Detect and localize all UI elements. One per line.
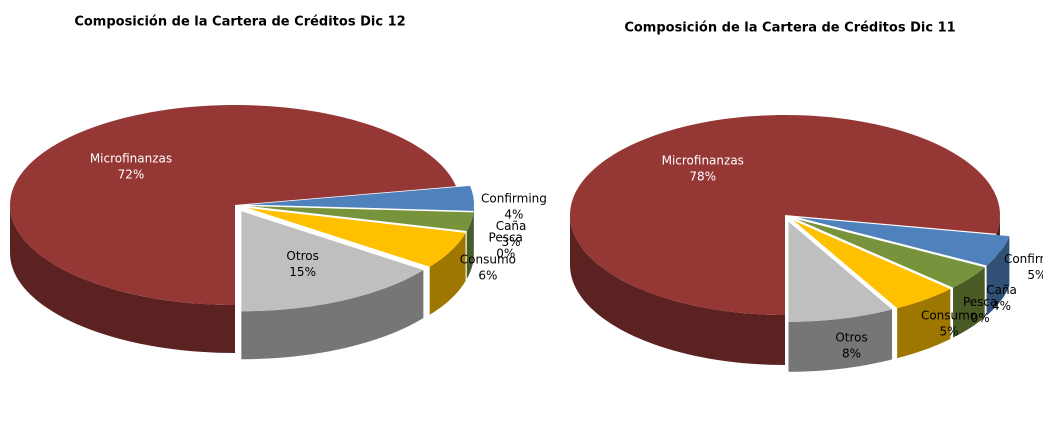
slice-label: Pesca [963,295,997,309]
slice [10,105,457,305]
slice-label: Microfinanzas [90,151,172,165]
value-label: 4% [504,208,523,222]
slice-side [788,309,893,372]
value-label: 78% [689,169,716,183]
slice-label: Consumo [921,308,977,322]
slice-label: Confirming [481,192,547,206]
value-label: 3% [502,235,521,249]
value-label: 0% [971,311,990,325]
slice-side [953,267,985,338]
slice [788,221,893,322]
slice-label: Caña [986,283,1017,297]
slice-side [986,236,1010,316]
slice [248,206,467,232]
value-label: 4% [992,299,1011,313]
slice-side [897,288,951,359]
slice-side [241,270,424,360]
value-label: 6% [478,269,497,283]
value-label: 5% [1027,268,1043,282]
chart-title: Composición de la Cartera de Créditos Di… [624,21,955,36]
slice [248,206,474,231]
slice-label: Pesca [489,231,523,245]
slice-side [570,215,785,365]
value-label: 5% [940,324,959,338]
slice-label: Caña [496,219,527,233]
slice [570,115,1000,315]
value-label: 8% [842,347,861,361]
slice-label: Confirming [1004,252,1043,266]
value-label: 72% [118,167,145,181]
value-label: 0% [496,247,515,261]
slice-side [466,212,474,279]
slice-label: Otros [286,249,318,263]
slice [247,207,466,267]
slice [796,219,985,288]
slice [248,185,474,211]
slice-label: Otros [835,331,867,345]
slice-side [10,205,235,353]
slice [793,220,951,309]
value-label: 15% [289,265,316,279]
slice [798,217,1010,266]
slice-label: Consumo [460,253,516,267]
slice-side [429,232,466,315]
slice-label: Microfinanzas [662,153,744,167]
chart-title: Composición de la Cartera de Créditos Di… [74,15,405,30]
slice [241,211,424,312]
